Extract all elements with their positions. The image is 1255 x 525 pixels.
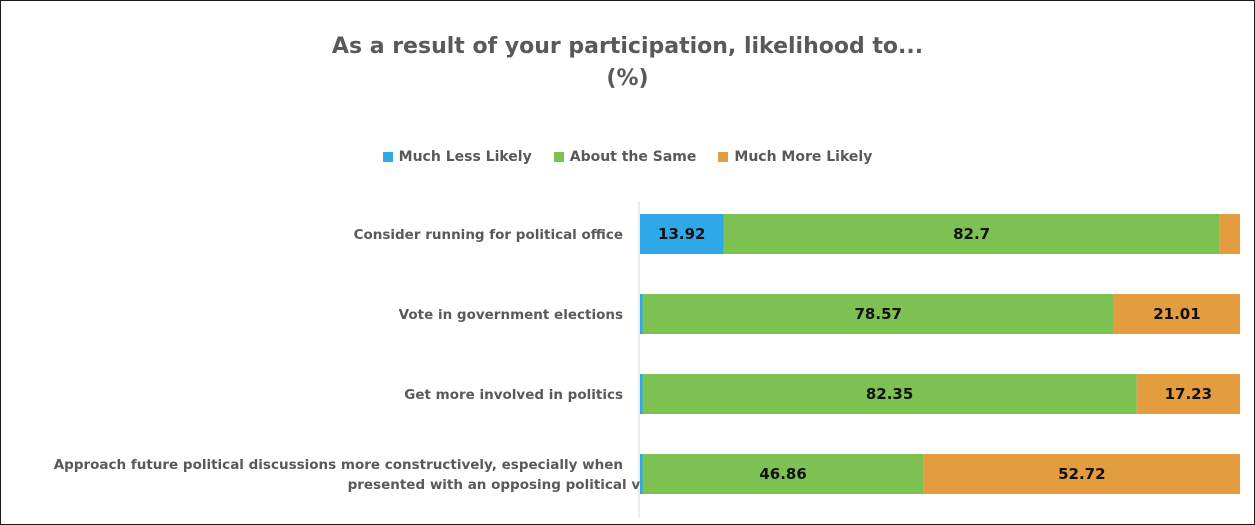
bar-segment <box>1219 214 1240 254</box>
legend-swatch <box>718 152 729 162</box>
chart-title: As a result of your participation, likel… <box>331 34 924 59</box>
category-label: Get more involved in politics <box>404 387 623 403</box>
legend-item-2: About the Same <box>553 149 697 165</box>
category-label: Vote in government elections <box>399 307 623 323</box>
data-label: 13.92 <box>658 225 705 243</box>
category-label-line: Approach future political discussions mo… <box>54 457 623 473</box>
bar-segment <box>640 214 724 254</box>
bar-segment <box>640 454 643 494</box>
legend-item-3: Much More Likely <box>718 149 872 165</box>
legend-item-1: Much Less Likely <box>382 149 532 165</box>
bar-segment <box>642 374 1137 414</box>
legend-label: About the Same <box>569 149 697 165</box>
legend-swatch <box>553 152 564 162</box>
bar-segment <box>642 454 924 494</box>
category-label: Consider running for political office <box>354 227 623 243</box>
bar-segment <box>640 374 643 414</box>
data-label: 82.7 <box>953 225 990 243</box>
data-label: 17.23 <box>1165 385 1212 403</box>
bar-segment <box>642 294 1114 334</box>
category-label-line: Consider running for political office <box>354 227 623 243</box>
bar-segment <box>923 454 1240 494</box>
data-label: 52.72 <box>1058 465 1105 483</box>
data-label: 78.57 <box>855 305 902 323</box>
legend-swatch <box>382 152 393 162</box>
category-label-line: Vote in government elections <box>399 307 623 323</box>
data-label: 82.35 <box>866 385 913 403</box>
legend-label: Much More Likely <box>734 149 873 165</box>
chart-legend: Much Less Likely About the Same Much More … <box>1 149 1254 165</box>
bar-segment <box>640 294 643 334</box>
category-label: Approach future political discussions mo… <box>54 457 667 493</box>
bar-segment <box>1136 374 1240 414</box>
chart-title-block: As a result of your participation, likel… <box>1 31 1254 95</box>
category-label-line: Get more involved in politics <box>404 387 623 403</box>
bar-segment <box>723 214 1220 254</box>
data-label: 46.86 <box>759 465 806 483</box>
category-label-line: presented with an opposing political vie… <box>348 477 667 493</box>
chart-subtitle: (%) <box>606 66 649 91</box>
data-label: 21.01 <box>1153 305 1200 323</box>
legend-label: Much Less Likely <box>398 149 532 165</box>
bar-segment <box>1113 294 1240 334</box>
